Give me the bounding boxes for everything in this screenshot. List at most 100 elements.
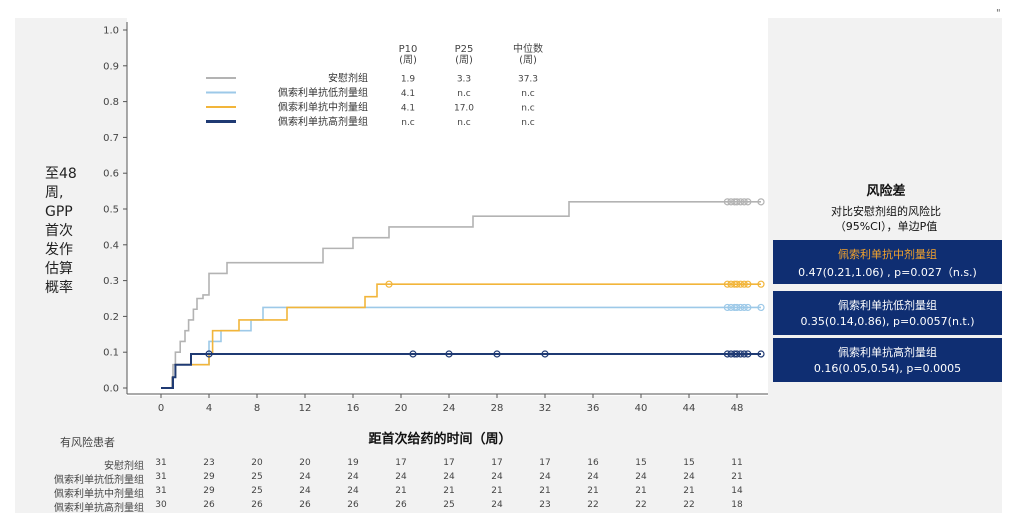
risk-cell: 24	[299, 472, 311, 482]
y-tick-label: 0.1	[103, 348, 119, 359]
censor-mark	[385, 280, 393, 288]
legend-value: 1.9	[401, 75, 416, 85]
risk-cell: 25	[251, 472, 263, 482]
hazard-box-value: 0.16(0.05,0.54), p=0.0005	[813, 362, 962, 375]
plot-area	[127, 18, 768, 396]
risk-cell: 24	[347, 486, 359, 496]
censor-mark	[740, 280, 748, 288]
censor-mark	[723, 198, 732, 206]
risk-cell: 29	[203, 472, 215, 482]
risk-cell: 24	[491, 500, 503, 510]
risk-cell: 20	[251, 458, 263, 468]
x-tick-label: 0	[158, 403, 164, 414]
risk-cell: 29	[203, 486, 215, 496]
y-tick-label: 0.8	[103, 97, 119, 108]
risk-cell: 26	[203, 500, 215, 510]
legend-value: n.c	[457, 89, 471, 99]
risk-cell: 21	[683, 486, 695, 496]
legend-value: n.c	[521, 89, 535, 99]
hazard-title: 风险差	[866, 184, 906, 199]
risk-cell: 31	[155, 472, 167, 482]
y-tick-label: 1.0	[103, 26, 119, 37]
risk-cell: 24	[683, 472, 695, 482]
y-tick-label: 0.4	[103, 240, 119, 251]
hazard-box-value: 0.35(0.14,0.86), p=0.0057(n.t.)	[800, 315, 975, 328]
censor-mark	[541, 350, 549, 358]
censor-mark	[757, 303, 765, 312]
risk-cell: 21	[491, 486, 503, 496]
censor-mark	[409, 350, 417, 358]
x-tick-label: 16	[347, 403, 360, 414]
risk-cell: 17	[491, 458, 503, 468]
censor-mark	[736, 303, 745, 312]
legend-header: P10	[399, 44, 418, 55]
x-tick-label: 24	[443, 403, 456, 414]
censor-mark	[733, 303, 741, 312]
censor-mark	[493, 350, 501, 358]
risk-cell: 26	[251, 500, 263, 510]
censor-mark	[757, 198, 765, 206]
risk-cell: 16	[587, 458, 599, 468]
series-line-0	[161, 201, 761, 389]
censor-mark	[736, 198, 745, 206]
y-tick-label: 0.7	[103, 133, 119, 144]
censor-mark	[723, 280, 732, 288]
legend-header: P25	[455, 44, 474, 55]
risk-cell: 11	[731, 458, 743, 468]
y-tick-label: 0.2	[103, 312, 119, 323]
censor-mark	[736, 280, 745, 288]
x-tick-label: 32	[539, 403, 552, 414]
risk-cell: 21	[635, 486, 647, 496]
risk-cell: 15	[635, 458, 647, 468]
risk-cell: 23	[539, 500, 551, 510]
censor-mark	[744, 198, 752, 206]
legend-value: 4.1	[401, 89, 415, 99]
risk-row-label: 佩索利单抗低剂量组	[54, 475, 144, 486]
censor-mark	[744, 280, 752, 288]
x-tick-label: 12	[299, 403, 312, 414]
censor-mark	[757, 350, 765, 358]
risk-cell: 24	[491, 472, 503, 482]
legend-header: (周)	[519, 54, 537, 66]
legend-name: 佩索利单抗中剂量组	[278, 101, 368, 114]
risk-cell: 20	[299, 458, 311, 468]
risk-cell: 31	[155, 486, 167, 496]
hazard-box-value: 0.47(0.21,1.06) , p=0.027（n.s.)	[798, 266, 977, 279]
risk-cell: 17	[443, 458, 455, 468]
legend-header: (周)	[399, 54, 417, 66]
hazard-box-mid: 佩索利单抗中剂量组 0.47(0.21,1.06) , p=0.027（n.s.…	[773, 240, 1002, 284]
legend-name: 佩索利单抗高剂量组	[278, 115, 368, 128]
risk-cell: 17	[395, 458, 407, 468]
hazard-box-name: 佩索利单抗低剂量组	[838, 299, 937, 312]
legend-value: 3.3	[457, 75, 471, 85]
y-tick-label: 0.9	[103, 61, 119, 72]
y-tick-label: 0.5	[103, 205, 119, 216]
risk-row-label: 安慰剂组	[104, 461, 144, 472]
y-axis-label: 至48 周, GPP 首次 发作 估算 概率	[45, 166, 77, 296]
legend-value: n.c	[521, 104, 535, 114]
risk-row-label: 佩索利单抗中剂量组	[54, 489, 144, 500]
risk-cell: 24	[539, 472, 551, 482]
censor-mark	[205, 350, 213, 358]
risk-cell: 24	[443, 472, 455, 482]
corner-mark: "	[996, 8, 1001, 19]
hazard-box-high: 佩索利单抗高剂量组 0.16(0.05,0.54), p=0.0005	[773, 338, 1002, 382]
risk-table-title: 有风险患者	[60, 436, 115, 449]
series-line-3	[161, 352, 761, 389]
risk-cell: 21	[731, 472, 743, 482]
x-tick-label: 4	[206, 403, 212, 414]
risk-cell: 30	[155, 500, 167, 510]
legend-value: n.c	[457, 118, 471, 128]
y-tick-label: 0.6	[103, 169, 119, 180]
censor-mark	[744, 303, 752, 312]
risk-cell: 21	[443, 486, 455, 496]
risk-cell: 25	[443, 500, 455, 510]
risk-cell: 14	[731, 486, 743, 496]
censor-mark	[736, 350, 745, 358]
censor-mark	[744, 350, 752, 358]
censor-mark	[723, 303, 732, 312]
risk-cell: 26	[395, 500, 407, 510]
legend-value: n.c	[401, 118, 415, 128]
risk-cell: 21	[539, 486, 551, 496]
